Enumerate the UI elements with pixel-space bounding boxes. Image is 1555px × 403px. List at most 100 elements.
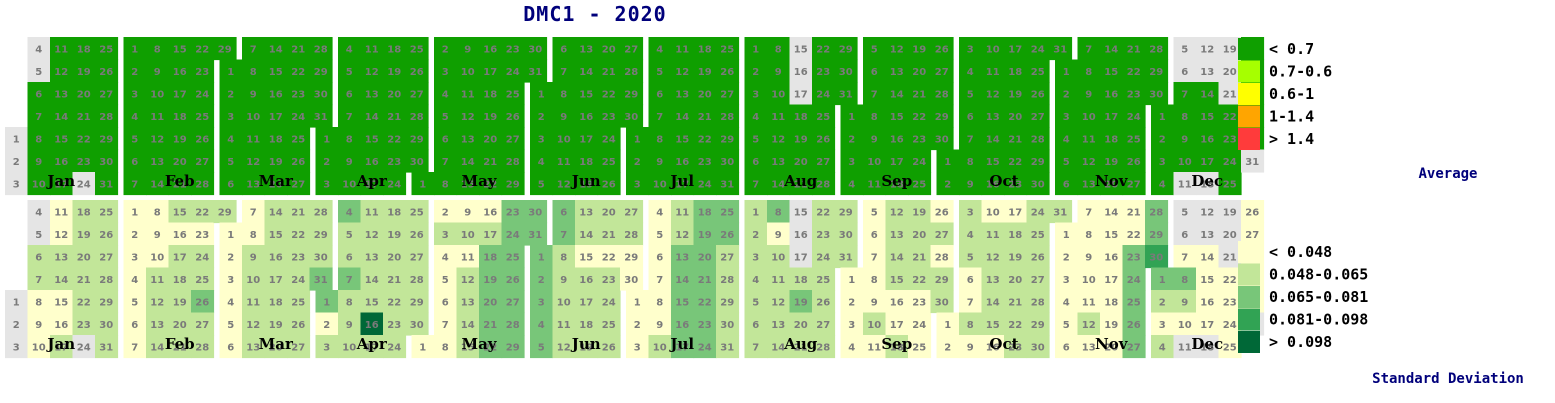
day-number: 15	[794, 44, 808, 55]
day-cell	[27, 267, 51, 291]
day-cell	[840, 149, 864, 173]
day-cell	[287, 200, 311, 224]
day-number: 8	[1085, 230, 1092, 241]
day-cell	[693, 312, 717, 336]
day-number: 20	[602, 44, 616, 55]
day-number: 25	[816, 275, 830, 286]
day-number: 27	[99, 89, 113, 100]
day-cell	[959, 335, 983, 359]
day-number: 25	[1223, 179, 1237, 190]
day-cell	[191, 335, 215, 359]
day-cell	[1122, 37, 1146, 61]
day-cell	[191, 37, 215, 61]
day-number: 15	[1200, 112, 1214, 123]
day-cell	[5, 172, 29, 196]
day-cell	[264, 149, 288, 173]
day-number: 7	[656, 112, 663, 123]
day-cell	[812, 37, 836, 61]
day-cell	[812, 104, 836, 128]
day-cell	[626, 149, 650, 173]
day-cell	[219, 127, 243, 151]
day-cell	[123, 172, 147, 196]
day-cell	[242, 245, 266, 269]
day-number: 16	[1200, 297, 1214, 308]
day-cell	[501, 172, 525, 196]
day-number: 5	[1181, 44, 1188, 55]
day-cell	[744, 222, 768, 246]
day-cell	[360, 104, 384, 128]
day-cell	[1218, 82, 1242, 106]
day-number: 23	[291, 252, 305, 263]
day-cell	[27, 59, 51, 83]
day-cell	[146, 37, 170, 61]
day-number: 2	[227, 89, 234, 100]
day-cell	[315, 127, 339, 151]
day-cell	[863, 37, 887, 61]
day-number: 9	[154, 67, 161, 78]
day-cell	[434, 37, 458, 61]
day-cell	[908, 290, 932, 314]
day-cell	[789, 149, 813, 173]
day-number: 6	[1181, 230, 1188, 241]
day-cell	[716, 245, 740, 269]
day-number: 11	[986, 230, 1000, 241]
day-cell	[524, 200, 548, 224]
day-number: 17	[269, 112, 283, 123]
day-number: 15	[461, 179, 475, 190]
day-cell	[479, 82, 503, 106]
day-cell	[981, 222, 1005, 246]
day-number: 4	[346, 44, 353, 55]
day-number: 31	[314, 275, 328, 286]
day-number: 26	[816, 134, 830, 145]
day-cell	[693, 267, 717, 291]
day-cell	[123, 104, 147, 128]
day-number: 25	[720, 207, 734, 218]
day-number: 26	[1031, 89, 1045, 100]
day-cell	[1145, 245, 1169, 269]
day-number: 15	[675, 134, 689, 145]
day-cell	[1151, 312, 1175, 336]
day-number: 8	[154, 207, 161, 218]
day-number: 10	[1178, 320, 1192, 331]
day-number: 8	[1181, 275, 1188, 286]
day-number: 17	[173, 252, 187, 263]
day-number: 13	[1200, 230, 1214, 241]
day-number: 20	[794, 157, 808, 168]
day-number: 16	[483, 44, 497, 55]
day-number: 9	[35, 157, 42, 168]
day-cell	[405, 222, 429, 246]
day-number: 1	[634, 297, 641, 308]
day-number: 11	[246, 134, 260, 145]
day-number: 14	[986, 297, 1000, 308]
day-cell	[95, 149, 119, 173]
day-cell	[908, 37, 932, 61]
day-number: 16	[173, 230, 187, 241]
day-cell	[191, 290, 215, 314]
day-number: 23	[291, 89, 305, 100]
day-number: 21	[794, 179, 808, 190]
legend-label: 0.065-0.081	[1269, 288, 1368, 306]
day-cell	[744, 267, 768, 291]
day-cell	[501, 290, 525, 314]
day-cell	[27, 37, 51, 61]
legend-label: 1-1.4	[1269, 108, 1314, 126]
day-number: 6	[560, 207, 567, 218]
day-number: 11	[54, 44, 68, 55]
day-number: 6	[1181, 67, 1188, 78]
day-number: 25	[912, 179, 926, 190]
day-number: 9	[871, 297, 878, 308]
day-cell	[1122, 245, 1146, 269]
day-number: 5	[131, 297, 138, 308]
day-cell	[767, 267, 791, 291]
day-number: 14	[579, 67, 593, 78]
month-label: Apr	[356, 172, 388, 190]
day-number: 31	[99, 179, 113, 190]
day-cell	[744, 82, 768, 106]
day-number: 22	[291, 67, 305, 78]
day-number: 8	[442, 179, 449, 190]
day-number: 29	[506, 342, 520, 353]
day-cell	[620, 267, 644, 291]
day-number: 8	[775, 44, 782, 55]
day-cell	[597, 290, 621, 314]
day-cell	[1077, 104, 1101, 128]
